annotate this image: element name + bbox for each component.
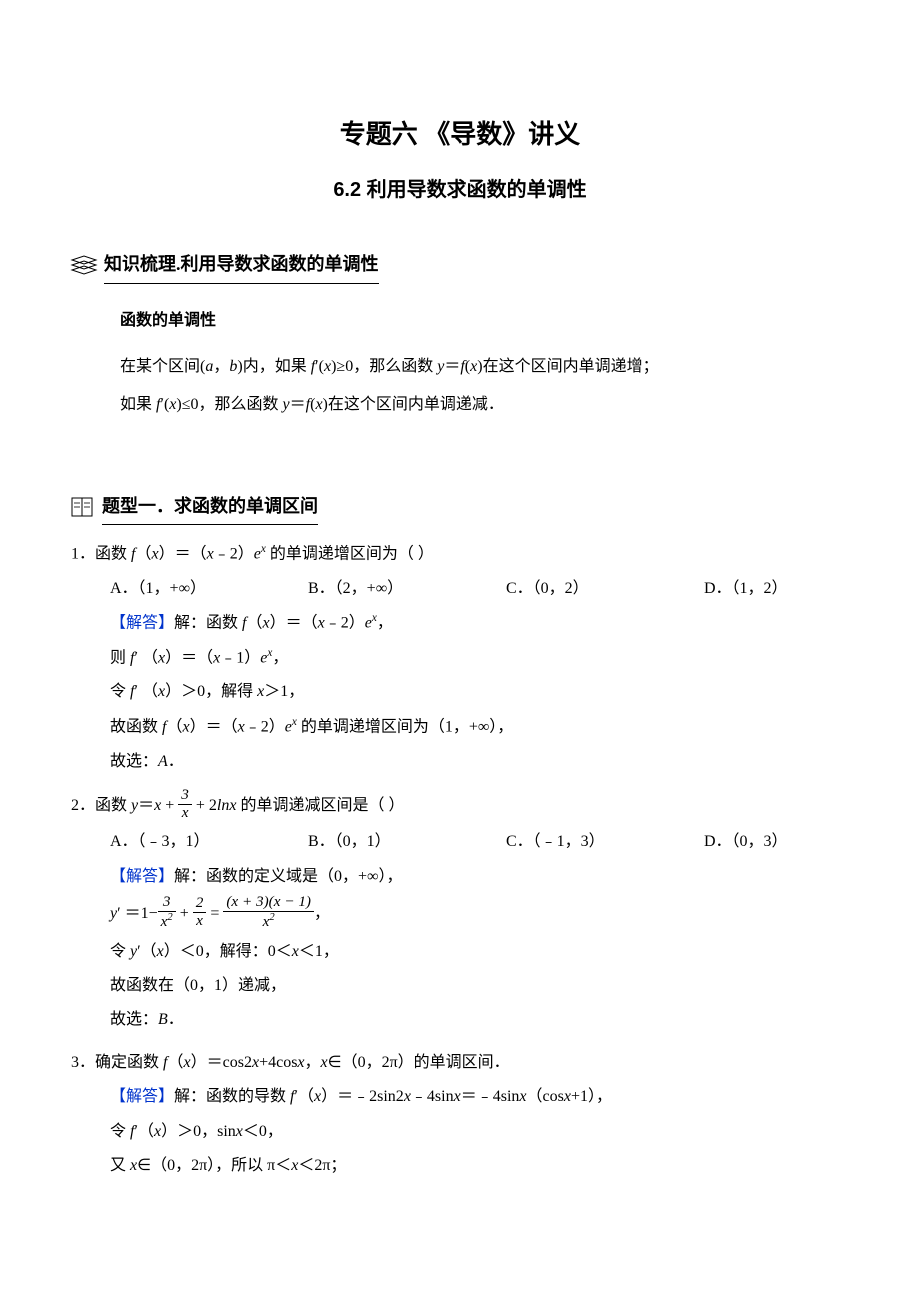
q2-optD: D．（0，3） <box>704 827 844 857</box>
q3-s3: 又 x∈（0，2π），所以 π＜x＜2π； <box>110 1151 850 1181</box>
q1-s4: 故函数 f（x）＝（x﹣2）ex 的单调递增区间为（1，+∞）， <box>110 712 850 743</box>
notebook-icon <box>70 496 96 518</box>
q1-optD: D．（1，2） <box>704 574 844 604</box>
section-2-label: 题型一．求函数的单调区间 <box>102 489 318 525</box>
q2-optA: A．（﹣3，1） <box>110 827 250 857</box>
q2-s3: 令 y′（x）＜0，解得：0＜x＜1， <box>110 937 850 967</box>
q2-s1: 【解答】解：函数的定义域是（0，+∞）， <box>110 862 850 892</box>
question-3: 3．确定函数 f（x）＝cos2x+4cosx，x∈（0，2π）的单调区间． 【… <box>70 1048 850 1182</box>
q2-num: 2． <box>71 797 95 814</box>
q1-optC: C．（0，2） <box>506 574 646 604</box>
books-icon <box>70 254 98 276</box>
q1-optB: B．（2，+∞） <box>308 574 448 604</box>
q1-s1: 【解答】解：函数 f（x）＝（x﹣2）ex， <box>110 608 850 639</box>
section-1-label: 知识梳理.利用导数求函数的单调性 <box>104 247 379 283</box>
q1-s2: 则 f′ （x）＝（x﹣1）ex， <box>110 643 850 674</box>
q1-optA: A．（1，+∞） <box>110 574 250 604</box>
q1-num: 1． <box>71 545 95 562</box>
question-2: 2．函数 y＝x + 3x + 2lnx 的单调递减区间是（ ） A．（﹣3，1… <box>70 789 850 1036</box>
knowledge-p1: 在某个区间(a，b)内，如果 f′(x)≥0，那么函数 y＝f(x)在这个区间内… <box>120 352 850 382</box>
question-1: 1．函数 f（x）＝（x﹣2）ex 的单调递增区间为（ ） A．（1，+∞） B… <box>70 539 850 777</box>
q3-s1: 【解答】解：函数的导数 f′（x）＝﹣2sin2x﹣4sinx＝﹣4sinx（c… <box>110 1082 850 1112</box>
q3-s2: 令 f′（x）＞0，sinx＜0， <box>110 1117 850 1147</box>
section-2-header: 题型一．求函数的单调区间 <box>70 489 850 525</box>
q2-s2: y′ ＝1−3x2 + 2x = (x + 3)(x − 1)x2， <box>110 896 850 933</box>
q1-s3: 令 f′ （x）＞0，解得 x＞1， <box>110 677 850 707</box>
q2-optB: B．（0，1） <box>308 827 448 857</box>
section-1-header: 知识梳理.利用导数求函数的单调性 <box>70 247 850 283</box>
q1-options: A．（1，+∞） B．（2，+∞） C．（0，2） D．（1，2） <box>110 574 850 604</box>
doc-title: 专题六 《导数》讲义 <box>70 110 850 159</box>
q2-s4: 故函数在（0，1）递减， <box>110 971 850 1001</box>
q2-s5: 故选：B． <box>110 1005 850 1035</box>
q3-num: 3． <box>71 1054 95 1071</box>
q2-options: A．（﹣3，1） B．（0，1） C．（﹣1，3） D．（0，3） <box>110 827 850 857</box>
knowledge-subheader: 函数的单调性 <box>120 306 850 336</box>
q1-s5: 故选：A． <box>110 747 850 777</box>
q2-optC: C．（﹣1，3） <box>506 827 646 857</box>
doc-subtitle: 6.2 利用导数求函数的单调性 <box>70 171 850 209</box>
knowledge-block: 函数的单调性 在某个区间(a，b)内，如果 f′(x)≥0，那么函数 y＝f(x… <box>120 306 850 421</box>
knowledge-p2: 如果 f′(x)≤0，那么函数 y＝f(x)在这个区间内单调递减． <box>120 390 850 420</box>
